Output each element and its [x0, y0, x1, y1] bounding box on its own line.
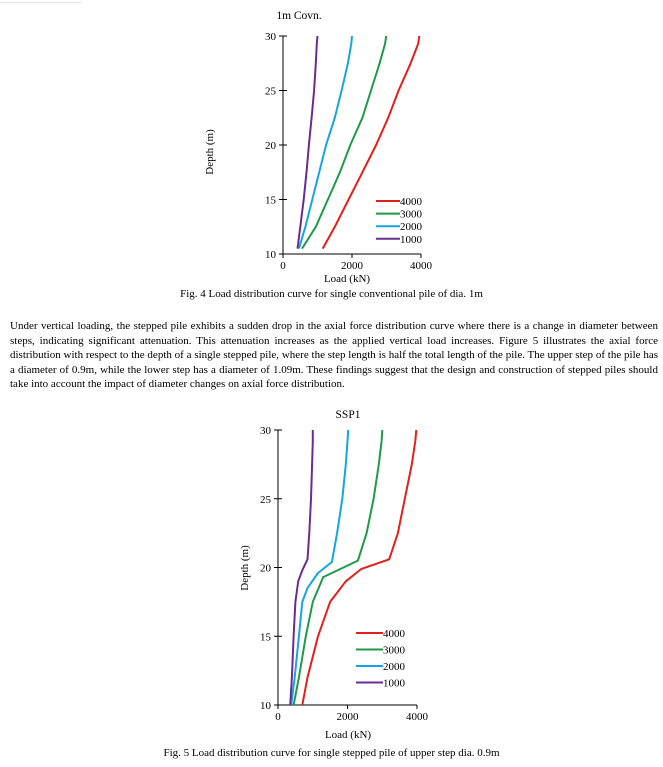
x-tick-label: 4000 [406, 711, 429, 723]
chart-title: 1m Covn. [276, 10, 321, 22]
series-line-4000 [321, 35, 421, 250]
top-divider [0, 2, 82, 3]
figure-4-caption: Fig. 4 Load distribution curve for singl… [180, 288, 483, 300]
body-paragraph: Under vertical loading, the stepped pile… [10, 320, 658, 391]
series-line-3000 [301, 35, 388, 250]
y-tick-label: 10 [265, 249, 277, 261]
load-distribution-chart-stepped: SSP1 10 15 20 25 30 0 2000 4000 Load (kN) Depth (m… [239, 409, 429, 741]
series-line-2000 [297, 35, 353, 249]
series-line-3000 [292, 429, 384, 706]
legend-label-4000: 4000 [400, 196, 423, 208]
legend-label-3000: 3000 [400, 209, 423, 221]
legend-label-2000: 2000 [400, 221, 423, 233]
x-axis-label: Load (kN) [325, 729, 371, 741]
y-tick-label: 15 [260, 631, 272, 643]
legend-label-1000: 1000 [400, 234, 423, 246]
legend-label-1000: 1000 [383, 678, 406, 690]
y-axis-label: Depth (m) [239, 545, 251, 591]
x-tick-label: 2000 [341, 260, 364, 272]
x-tick-label: 0 [275, 711, 281, 723]
y-tick-label: 20 [260, 563, 272, 575]
y-axis-label: Depth (m) [204, 129, 216, 175]
legend-label-2000: 2000 [383, 661, 406, 673]
chart-title: SSP1 [336, 409, 361, 421]
x-tick-label: 4000 [410, 260, 433, 272]
series-line-1000 [289, 430, 314, 706]
x-tick-label: 0 [280, 260, 286, 272]
series-line-2000 [290, 429, 350, 706]
x-tick-label: 2000 [337, 711, 360, 723]
series-line-1000 [296, 35, 319, 249]
series-line-4000 [301, 429, 418, 706]
y-tick-label: 30 [260, 425, 272, 437]
y-tick-label: 25 [260, 494, 272, 506]
y-tick-label: 25 [265, 86, 277, 98]
legend-label-4000: 4000 [383, 628, 406, 640]
y-tick-label: 15 [265, 195, 277, 207]
load-distribution-chart-conventional: 1m Covn. 10 15 20 25 30 0 2000 4000 Load (kN) Dept… [204, 10, 433, 285]
y-tick-label: 20 [265, 140, 277, 152]
legend-label-3000: 3000 [383, 645, 406, 657]
y-tick-label: 10 [260, 700, 272, 712]
x-axis-label: Load (kN) [324, 273, 370, 285]
figure-5-caption: Fig. 5 Load distribution curve for singl… [163, 747, 500, 759]
y-tick-label: 30 [265, 31, 277, 43]
